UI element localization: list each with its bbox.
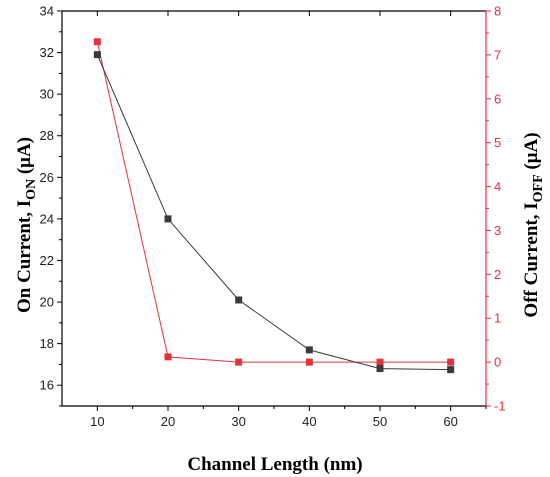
series-line-left xyxy=(96,54,451,371)
y-axis-title: On Current, ION (μA) xyxy=(14,137,39,313)
y-axis-ticks: 16 18 20 22 24 26 28 30 32 34 xyxy=(40,4,62,407)
y2-tick-label: 7 xyxy=(494,47,501,62)
y-axis-title-main: On Current, I xyxy=(14,200,35,313)
y-tick-label: 34 xyxy=(40,4,54,19)
y-axis-title-unit: (μA) xyxy=(14,137,35,179)
x-tick-label: 20 xyxy=(161,414,175,429)
data-point-right xyxy=(235,358,243,366)
data-point-right xyxy=(376,358,384,366)
y2-tick-label: 3 xyxy=(494,223,501,238)
y2-tick-label: 1 xyxy=(494,311,501,326)
y2-axis-title-unit: (μA) xyxy=(521,132,542,174)
data-point-left xyxy=(93,51,101,59)
y2-tick-label: -1 xyxy=(494,399,506,414)
x-tick-label: 60 xyxy=(443,414,457,429)
y-tick-label: 24 xyxy=(40,211,54,226)
data-point-right xyxy=(93,38,101,46)
y2-axis-title-main: Off Current, I xyxy=(521,202,542,317)
y-tick-label: 18 xyxy=(40,336,54,351)
y2-tick-label: 8 xyxy=(494,4,501,19)
y-axis-title-sub: ON xyxy=(24,179,39,200)
y-tick-label: 26 xyxy=(40,170,54,185)
y2-axis-ticks: -1 0 1 2 3 4 5 6 7 8 xyxy=(486,4,506,414)
y-tick-label: 32 xyxy=(40,45,54,60)
data-point-right xyxy=(164,353,172,361)
data-point-left xyxy=(305,346,313,354)
x-axis-title: Channel Length (nm) xyxy=(187,454,362,475)
x-tick-label: 50 xyxy=(373,414,387,429)
x-tick-label: 30 xyxy=(231,414,245,429)
data-point-right xyxy=(305,358,313,366)
y-tick-label: 22 xyxy=(40,253,54,268)
x-tick-label: 10 xyxy=(90,414,104,429)
data-point-left xyxy=(447,366,455,374)
x-tick-label: 40 xyxy=(302,414,316,429)
y2-axis-title: Off Current, IOFF (μA) xyxy=(521,132,546,317)
y2-axis-title-sub: OFF xyxy=(531,174,546,202)
y-tick-label: 20 xyxy=(40,295,54,310)
y2-tick-label: 4 xyxy=(494,179,501,194)
y-tick-label: 28 xyxy=(40,128,54,143)
y2-tick-label: 6 xyxy=(494,91,501,106)
y-tick-label: 16 xyxy=(40,378,54,393)
series-layer xyxy=(93,38,455,374)
data-point-left xyxy=(164,215,172,223)
y2-tick-label: 0 xyxy=(494,355,501,370)
x-axis-ticks: 10 20 30 40 50 60 xyxy=(90,11,487,429)
y2-tick-label: 2 xyxy=(494,267,501,282)
data-point-right xyxy=(447,358,455,366)
data-point-left xyxy=(376,365,384,373)
series-line-right xyxy=(96,41,451,363)
data-point-left xyxy=(235,296,243,304)
plot-frame xyxy=(61,10,487,407)
y2-tick-label: 5 xyxy=(494,135,501,150)
y-tick-label: 30 xyxy=(40,87,54,102)
